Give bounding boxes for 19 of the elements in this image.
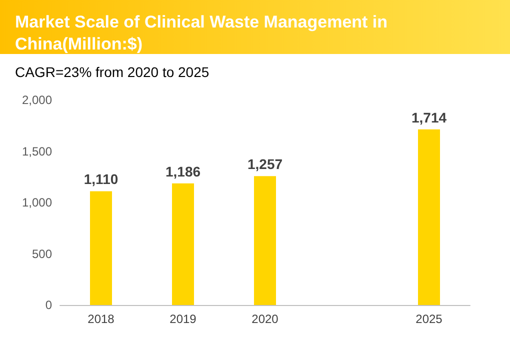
chart-subtitle: CAGR=23% from 2020 to 2025 [15,64,210,80]
chart-title: Market Scale of Clinical Waste Management in China(Million:$) [15,12,392,54]
y-tick-label: 0 [45,298,52,312]
x-tick-label: 2018 [88,312,115,326]
y-tick-label: 1,500 [22,144,52,158]
x-tick-label: 2025 [416,312,443,326]
data-label: 1,186 [165,163,201,180]
bar [90,191,112,305]
y-tick-label: 500 [32,246,52,261]
data-label: 1,110 [84,171,118,188]
data-label: 1,257 [247,156,283,172]
bar [418,129,440,305]
y-tick-label: 1,000 [22,196,52,210]
bar [172,183,194,305]
data-label: 1,714 [411,109,447,126]
x-tick-label: 2020 [252,312,279,326]
y-tick-label: 2,000 [22,93,52,107]
x-tick-label: 2019 [170,312,197,326]
bar [254,176,276,305]
